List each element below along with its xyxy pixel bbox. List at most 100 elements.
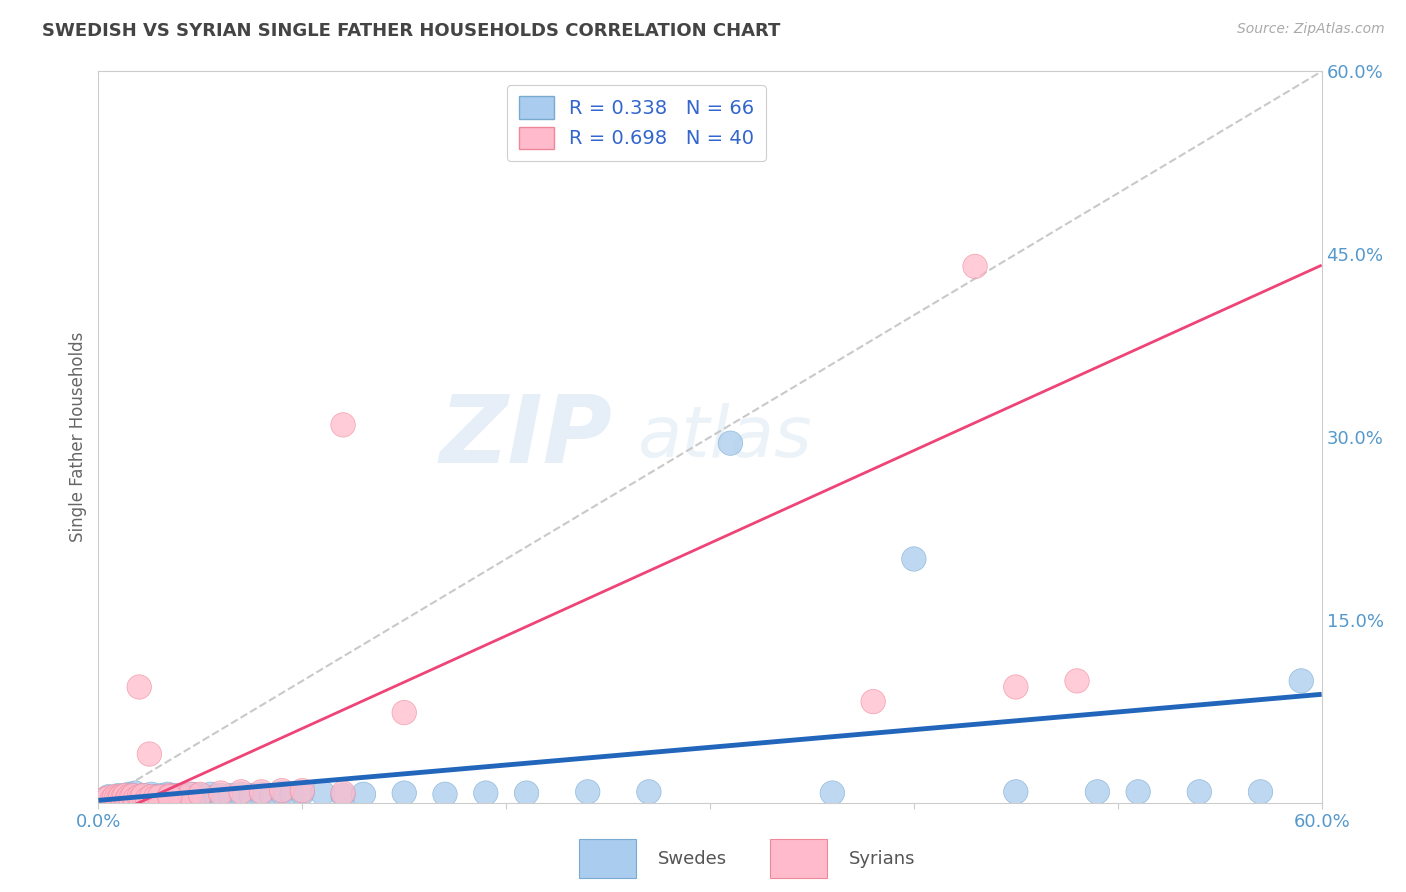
Text: ZIP: ZIP [439,391,612,483]
Ellipse shape [637,780,661,804]
Ellipse shape [270,779,294,803]
Ellipse shape [103,785,127,809]
Ellipse shape [1249,780,1272,804]
Ellipse shape [239,783,263,807]
Ellipse shape [330,413,356,437]
Ellipse shape [121,783,145,807]
Ellipse shape [249,782,274,806]
Ellipse shape [148,786,172,810]
Ellipse shape [179,782,202,806]
Ellipse shape [290,779,315,803]
Ellipse shape [330,783,356,807]
Ellipse shape [100,787,125,812]
Ellipse shape [1004,674,1028,699]
Legend: R = 0.338   N = 66, R = 0.698   N = 40: R = 0.338 N = 66, R = 0.698 N = 40 [508,85,766,161]
Ellipse shape [103,787,127,812]
Text: SWEDISH VS SYRIAN SINGLE FATHER HOUSEHOLDS CORRELATION CHART: SWEDISH VS SYRIAN SINGLE FATHER HOUSEHOL… [42,22,780,40]
Ellipse shape [107,783,131,807]
Ellipse shape [311,780,335,805]
Ellipse shape [111,786,135,810]
Text: atlas: atlas [637,402,811,472]
Ellipse shape [107,787,131,812]
Ellipse shape [1085,780,1109,804]
Ellipse shape [392,780,416,805]
Ellipse shape [229,780,253,804]
Ellipse shape [120,787,143,812]
Ellipse shape [167,785,193,809]
Y-axis label: Single Father Households: Single Father Households [69,332,87,542]
Ellipse shape [208,780,233,805]
Ellipse shape [149,783,174,807]
Ellipse shape [208,783,233,807]
Ellipse shape [198,782,222,806]
Ellipse shape [260,783,284,807]
Ellipse shape [1004,780,1028,804]
Ellipse shape [127,787,152,812]
Ellipse shape [1187,780,1212,804]
Ellipse shape [352,782,375,806]
FancyBboxPatch shape [770,838,827,878]
Ellipse shape [117,782,141,806]
Text: Swedes: Swedes [658,849,727,868]
Ellipse shape [860,690,886,714]
Ellipse shape [163,785,188,809]
Ellipse shape [167,783,193,807]
Ellipse shape [117,785,141,809]
Ellipse shape [127,785,152,809]
Ellipse shape [176,786,201,810]
Ellipse shape [111,787,135,812]
Ellipse shape [112,785,138,809]
Ellipse shape [280,782,304,806]
Ellipse shape [433,782,457,806]
Ellipse shape [204,785,229,809]
Ellipse shape [104,786,129,810]
Ellipse shape [97,785,121,809]
Ellipse shape [270,780,294,805]
Ellipse shape [117,786,141,810]
Ellipse shape [148,785,172,809]
Ellipse shape [97,786,121,810]
Ellipse shape [135,785,160,809]
Ellipse shape [172,783,197,807]
Ellipse shape [575,780,600,804]
Ellipse shape [135,787,160,812]
Ellipse shape [392,700,416,725]
Ellipse shape [115,787,139,812]
Ellipse shape [229,782,253,806]
Ellipse shape [901,547,927,571]
Ellipse shape [1064,669,1090,693]
Ellipse shape [188,783,212,807]
Ellipse shape [820,780,845,805]
Ellipse shape [112,783,138,807]
Ellipse shape [162,783,186,807]
Text: Source: ZipAtlas.com: Source: ZipAtlas.com [1237,22,1385,37]
Ellipse shape [718,431,742,456]
Ellipse shape [120,786,143,810]
Text: Syrians: Syrians [849,849,915,868]
Ellipse shape [93,787,117,812]
Ellipse shape [515,780,538,805]
Ellipse shape [188,782,212,806]
Ellipse shape [143,785,167,809]
Ellipse shape [122,786,148,810]
Ellipse shape [127,674,152,699]
Ellipse shape [157,785,181,809]
Ellipse shape [157,786,181,810]
Ellipse shape [153,785,179,809]
Ellipse shape [157,783,181,807]
Ellipse shape [139,785,163,809]
Ellipse shape [1126,780,1150,804]
Ellipse shape [156,782,180,806]
Ellipse shape [134,787,157,812]
Ellipse shape [122,787,148,812]
Ellipse shape [193,785,217,809]
Ellipse shape [219,783,243,807]
Ellipse shape [121,783,145,807]
Ellipse shape [290,780,315,805]
Ellipse shape [129,786,153,810]
Ellipse shape [141,787,166,812]
FancyBboxPatch shape [579,838,636,878]
Ellipse shape [131,783,156,807]
Ellipse shape [139,782,163,806]
Ellipse shape [107,786,131,810]
